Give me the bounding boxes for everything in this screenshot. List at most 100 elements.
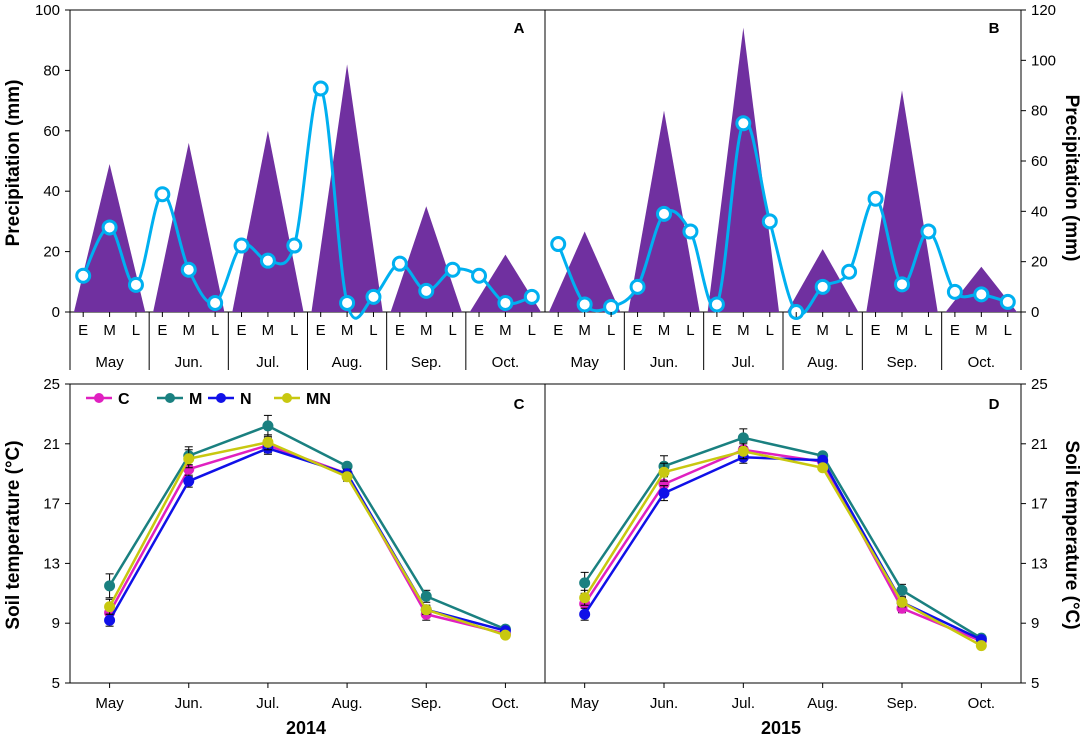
precip-point — [973, 286, 990, 303]
precip-point — [207, 294, 224, 311]
x-month-label: Jul. — [732, 354, 755, 371]
temp-point-n — [658, 487, 670, 499]
precip-point — [629, 278, 646, 295]
x-subperiod-label: E — [237, 322, 247, 339]
temp-point-mn — [737, 445, 749, 457]
precip-triangle-jul — [707, 27, 780, 312]
x-subperiod-label: E — [871, 322, 881, 339]
x-subperiod-label: L — [448, 322, 456, 339]
precip-point — [101, 219, 118, 236]
temp-line-c — [583, 448, 982, 643]
x-subperiod-label: E — [78, 322, 88, 339]
x-month-label: May — [95, 695, 124, 712]
temp-point-mn — [579, 592, 591, 604]
panel-label-a: A — [514, 20, 525, 37]
year-label-2015: 2015 — [761, 718, 801, 738]
precip-triangle-oct — [469, 254, 542, 312]
temp-point-mn — [975, 640, 987, 652]
x-subperiod-label: M — [341, 322, 354, 339]
temp-point-m — [896, 584, 908, 596]
temp-point-m — [262, 420, 274, 432]
y-tick-label: 13 — [43, 555, 60, 572]
x-month-label: May — [570, 695, 599, 712]
panel-label-c: C — [514, 396, 525, 413]
x-subperiod-label: M — [975, 322, 988, 339]
precip-point — [946, 283, 963, 300]
temp-point-n — [104, 614, 116, 626]
precip-point — [550, 236, 567, 253]
temp-point-m — [104, 580, 116, 592]
y-tick-label: 9 — [52, 615, 60, 632]
temp-point-m — [420, 590, 432, 602]
series-c — [104, 437, 511, 640]
precip-point — [75, 267, 92, 284]
precip-point — [682, 223, 699, 240]
y-tick-label: 0 — [52, 304, 60, 321]
x-subperiod-label: E — [712, 322, 722, 339]
precip-point — [312, 80, 329, 97]
x-subperiod-label: E — [395, 322, 405, 339]
legend-marker-c — [94, 393, 104, 403]
precip-line — [556, 120, 1009, 316]
temp-point-mn — [262, 436, 274, 448]
temp-point-m — [737, 432, 749, 444]
x-subperiod-label: E — [157, 322, 167, 339]
temp-point-n — [183, 475, 195, 487]
x-month-label: Jun. — [175, 695, 203, 712]
x-subperiod-label: M — [420, 322, 433, 339]
temp-point-mn — [341, 471, 353, 483]
x-month-label: Sep. — [411, 354, 442, 371]
y-tick-label: 13 — [1031, 555, 1048, 572]
y-tick-label: 60 — [1031, 153, 1048, 170]
y-tick-label: 5 — [1031, 675, 1039, 692]
x-subperiod-label: M — [499, 322, 512, 339]
y-tick-label: 100 — [1031, 52, 1056, 69]
y-tick-label: 20 — [1031, 254, 1048, 271]
precip-point — [761, 213, 778, 230]
precip-point — [233, 237, 250, 254]
temp-panel-d: 5 9 13 17 21 25 May Jun. Jul. Aug. Sep. Oct. — [570, 376, 1047, 712]
x-subperiod-label: M — [816, 322, 829, 339]
y-tick-label: 60 — [43, 123, 60, 140]
x-subperiod-label: L — [607, 322, 615, 339]
y-tick-label: 21 — [43, 436, 60, 453]
temp-point-mn — [104, 601, 116, 613]
y-tick-label: 80 — [1031, 103, 1048, 120]
y-tick-label: 5 — [52, 675, 60, 692]
precip-point — [999, 293, 1016, 310]
x-subperiod-label: M — [103, 322, 116, 339]
x-month-label: Jun. — [650, 695, 678, 712]
y-tick-label: 25 — [43, 376, 60, 393]
precip-point — [444, 261, 461, 278]
y-tick-label: 0 — [1031, 304, 1039, 321]
temp-line-mn — [108, 441, 506, 637]
temp-point-m — [579, 577, 591, 589]
precip-triangle-sep — [866, 90, 938, 313]
y-tick-label: 100 — [35, 2, 60, 19]
series-m — [579, 428, 987, 644]
temp-point-mn — [658, 466, 670, 478]
y-tick-label: 21 — [1031, 436, 1048, 453]
y-tick-label: 20 — [43, 244, 60, 261]
precip-point — [365, 288, 382, 305]
temp-point-mn — [420, 604, 432, 616]
x-subperiod-label: L — [290, 322, 298, 339]
x-subperiod-label: L — [845, 322, 853, 339]
x-month-label: Aug. — [807, 695, 838, 712]
x-month-label: Jun. — [175, 354, 203, 371]
precip-point — [576, 296, 593, 313]
precip-point — [471, 267, 488, 284]
y-tick-label: 120 — [1031, 2, 1056, 19]
legend-label-m: M — [189, 391, 202, 408]
precip-point — [656, 205, 672, 222]
x-month-label: Jul. — [732, 695, 755, 712]
y-tick-label: 40 — [1031, 203, 1048, 220]
x-month-label: Aug. — [807, 354, 838, 371]
x-subperiod-label: E — [316, 322, 326, 339]
x-month-label: May — [95, 354, 124, 371]
precip-point — [180, 261, 197, 278]
precip-point — [708, 296, 725, 313]
